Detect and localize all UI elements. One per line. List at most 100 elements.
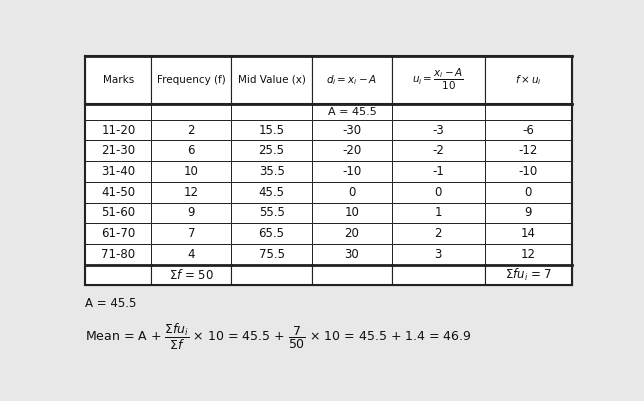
Bar	[312, 203, 392, 223]
Text: 25.5: 25.5	[259, 144, 285, 157]
Bar	[231, 182, 312, 203]
Bar	[231, 104, 312, 120]
Bar	[484, 56, 572, 104]
Bar	[392, 120, 484, 140]
Text: 9: 9	[187, 207, 195, 219]
Text: 11-20: 11-20	[101, 124, 135, 137]
Bar	[231, 244, 312, 265]
Text: 51-60: 51-60	[101, 207, 135, 219]
Text: 15.5: 15.5	[259, 124, 285, 137]
Bar	[392, 161, 484, 182]
Bar	[312, 56, 392, 104]
Text: 12: 12	[184, 186, 199, 198]
Bar	[151, 223, 231, 244]
Text: 0: 0	[348, 186, 355, 198]
Bar	[312, 161, 392, 182]
Bar	[151, 182, 231, 203]
Bar	[484, 223, 572, 244]
Bar	[151, 203, 231, 223]
Text: 3: 3	[435, 248, 442, 261]
Text: 10: 10	[184, 165, 199, 178]
Bar	[86, 223, 151, 244]
Bar	[151, 244, 231, 265]
Text: -2: -2	[432, 144, 444, 157]
Bar	[312, 244, 392, 265]
Text: 61-70: 61-70	[101, 227, 135, 240]
Bar	[392, 140, 484, 161]
Bar	[86, 161, 151, 182]
Bar	[231, 161, 312, 182]
Bar	[392, 56, 484, 104]
Text: -20: -20	[343, 144, 361, 157]
Text: $u_i = \dfrac{x_i - A}{10}$: $u_i = \dfrac{x_i - A}{10}$	[412, 67, 464, 92]
Text: A = 45.5: A = 45.5	[328, 107, 376, 117]
Text: -30: -30	[343, 124, 361, 137]
Text: 21-30: 21-30	[101, 144, 135, 157]
Text: 7: 7	[187, 227, 195, 240]
Bar	[312, 223, 392, 244]
Text: 75.5: 75.5	[259, 248, 285, 261]
Text: 2: 2	[187, 124, 195, 137]
Bar	[86, 203, 151, 223]
Text: -12: -12	[518, 144, 538, 157]
Text: -3: -3	[432, 124, 444, 137]
Text: 10: 10	[345, 207, 359, 219]
Bar	[151, 161, 231, 182]
Bar	[392, 223, 484, 244]
Text: 71-80: 71-80	[101, 248, 135, 261]
Text: -6: -6	[522, 124, 535, 137]
Bar	[231, 56, 312, 104]
Bar	[86, 140, 151, 161]
Text: 65.5: 65.5	[259, 227, 285, 240]
Bar	[86, 104, 151, 120]
Text: 14: 14	[521, 227, 536, 240]
Text: Mean = A + $\dfrac{\Sigma f u_i}{\Sigma f}$ $\times$ 10 = 45.5 + $\dfrac{7}{50}$: Mean = A + $\dfrac{\Sigma f u_i}{\Sigma …	[86, 322, 472, 352]
Bar	[312, 265, 392, 285]
Bar	[86, 244, 151, 265]
Bar	[484, 140, 572, 161]
Text: 41-50: 41-50	[101, 186, 135, 198]
Bar	[484, 203, 572, 223]
Text: 0: 0	[435, 186, 442, 198]
Bar	[392, 203, 484, 223]
Text: 1: 1	[435, 207, 442, 219]
Text: $\Sigma f$ = 50: $\Sigma f$ = 50	[169, 267, 214, 282]
Bar	[151, 104, 231, 120]
Text: $f \times u_i$: $f \times u_i$	[515, 73, 542, 87]
Text: 4: 4	[187, 248, 195, 261]
Text: Marks: Marks	[102, 75, 134, 85]
Bar	[392, 244, 484, 265]
Bar	[231, 203, 312, 223]
Bar	[86, 265, 151, 285]
Bar	[151, 56, 231, 104]
Bar	[231, 223, 312, 244]
Bar	[151, 140, 231, 161]
Text: -10: -10	[343, 165, 361, 178]
Text: -10: -10	[518, 165, 538, 178]
Bar	[231, 120, 312, 140]
Bar	[86, 182, 151, 203]
Text: -1: -1	[432, 165, 444, 178]
Text: 9: 9	[525, 207, 532, 219]
Bar	[231, 265, 312, 285]
Bar	[484, 104, 572, 120]
Bar	[392, 104, 484, 120]
Bar	[392, 182, 484, 203]
Bar	[484, 120, 572, 140]
Text: 31-40: 31-40	[101, 165, 135, 178]
Bar	[392, 265, 484, 285]
Bar	[484, 182, 572, 203]
Bar	[484, 244, 572, 265]
Text: 35.5: 35.5	[259, 165, 285, 178]
Bar	[312, 104, 392, 120]
Text: Frequency (f): Frequency (f)	[157, 75, 225, 85]
Bar	[484, 161, 572, 182]
Text: 20: 20	[345, 227, 359, 240]
Text: 55.5: 55.5	[259, 207, 285, 219]
Text: 45.5: 45.5	[259, 186, 285, 198]
Bar	[231, 140, 312, 161]
Bar	[151, 120, 231, 140]
Text: 2: 2	[435, 227, 442, 240]
Bar	[86, 120, 151, 140]
Text: A = 45.5: A = 45.5	[86, 297, 137, 310]
